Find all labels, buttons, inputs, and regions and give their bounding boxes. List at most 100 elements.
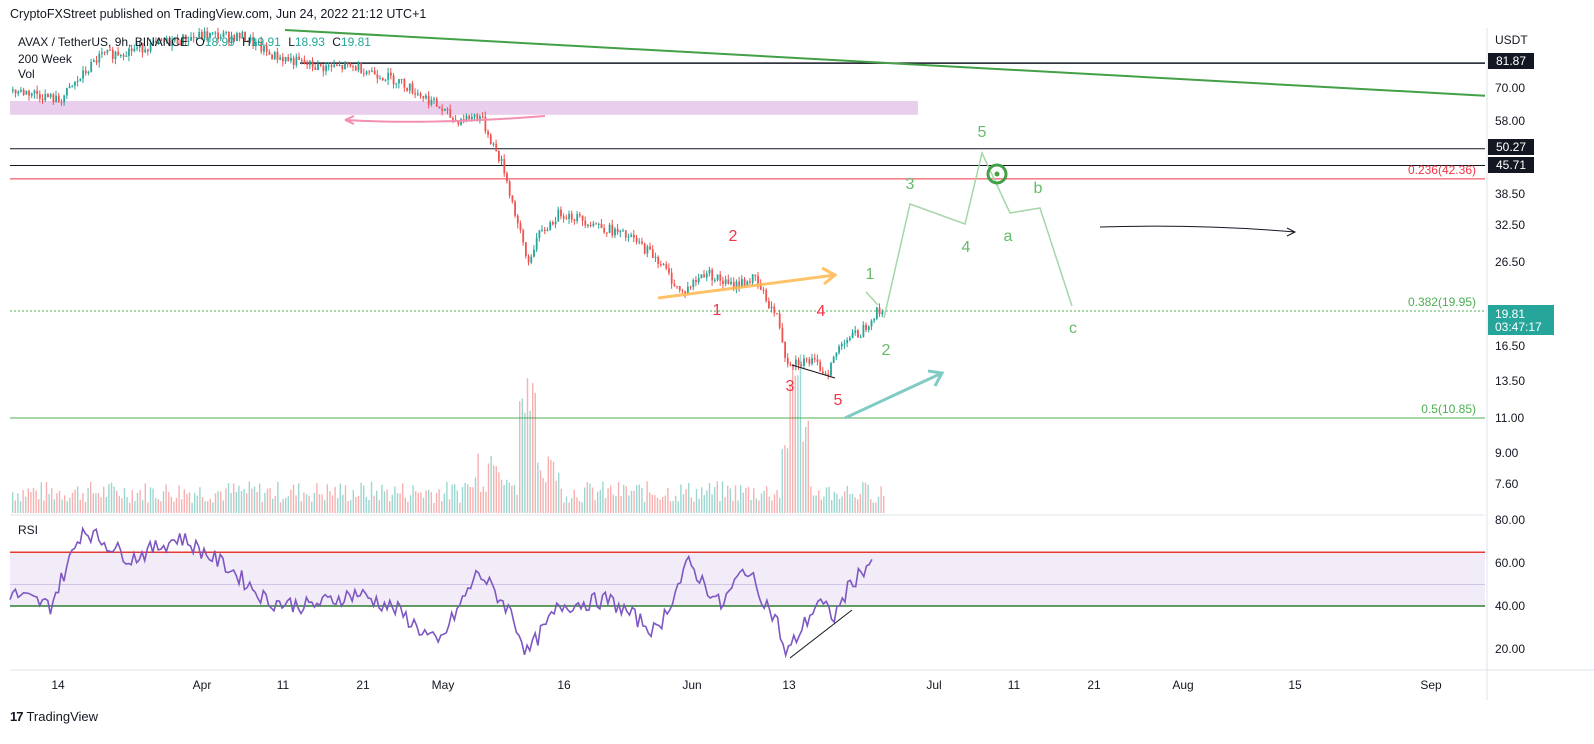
volume-bar	[599, 490, 601, 513]
candle-body	[549, 222, 552, 230]
volume-bar	[269, 488, 271, 513]
candle-body	[306, 63, 309, 65]
candle-body	[117, 51, 120, 56]
volume-bar	[454, 484, 456, 513]
candle-body	[638, 241, 641, 243]
wave-label-red: 3	[786, 378, 795, 395]
candle-body	[392, 75, 395, 85]
volume-bar	[630, 490, 633, 513]
candle-body	[616, 228, 619, 233]
candle-body	[508, 181, 511, 196]
candle-body	[76, 80, 79, 82]
candle-body	[36, 90, 39, 95]
candle-body	[627, 236, 630, 238]
candle-body	[138, 43, 141, 48]
candle-body	[646, 246, 649, 254]
volume-bar	[131, 490, 133, 513]
candle-body	[587, 224, 589, 226]
candle-body	[595, 223, 597, 225]
candle-body	[263, 45, 265, 52]
candle-body	[759, 283, 762, 290]
volume-bar	[698, 498, 700, 513]
candle-body	[57, 95, 60, 102]
volume-bar	[285, 497, 287, 513]
candle-body	[30, 93, 33, 96]
candle-body	[851, 332, 854, 338]
candle-body	[103, 52, 106, 54]
volume-bar	[66, 501, 68, 513]
volume-bar	[662, 496, 664, 513]
tradingview-footer[interactable]: 17 TradingView	[10, 709, 98, 724]
volume-bar	[773, 494, 776, 513]
volume-bar	[846, 485, 848, 513]
volume-bar	[456, 490, 458, 513]
candle-body	[778, 313, 781, 328]
volume-bar	[586, 482, 588, 513]
pink-arrow	[344, 115, 546, 125]
volume-bar	[225, 488, 227, 513]
volume-bar	[836, 493, 838, 513]
volume-bar	[508, 482, 510, 513]
price-tick-label: 11.00	[1495, 411, 1524, 425]
fib-level-label: 0.382(19.95)	[1408, 295, 1476, 309]
candle-body	[533, 249, 535, 257]
volume-bar	[170, 496, 172, 513]
candle-body	[489, 134, 492, 145]
volume-bar	[19, 501, 22, 513]
volume-bar	[17, 493, 19, 513]
candle-body	[643, 243, 646, 254]
candle-body	[95, 60, 98, 63]
candle-body	[840, 343, 843, 347]
candle-body	[668, 268, 670, 273]
volume-bar	[667, 487, 669, 513]
volume-bar	[771, 500, 773, 513]
candle-body	[195, 37, 198, 39]
price-tick-label: 32.50	[1495, 218, 1525, 232]
volume-bar	[490, 456, 492, 513]
candle-body	[338, 65, 341, 67]
candle-body	[435, 98, 438, 107]
candle-body	[122, 54, 125, 57]
volume-bar	[607, 488, 609, 513]
volume-bar	[659, 499, 661, 513]
volume-bar	[87, 488, 89, 513]
volume-bar	[646, 481, 648, 513]
candle-body	[503, 159, 506, 174]
volume-bar	[222, 500, 224, 513]
drawing-layer: 2 1 4 3 5 5 3 4 1 2 b a c	[284, 29, 1486, 420]
candle-body	[214, 32, 217, 34]
candle-body	[600, 223, 603, 228]
volume-bar	[61, 499, 63, 513]
volume-bar	[277, 481, 279, 513]
candle-body	[813, 358, 816, 360]
candle-body	[55, 95, 57, 103]
volume-bar	[139, 490, 141, 513]
volume-bar	[407, 501, 409, 513]
candle-body	[608, 224, 611, 233]
candle-body	[203, 31, 206, 39]
volume-bar	[537, 462, 539, 513]
price-tick-label: 16.50	[1495, 339, 1525, 353]
volume-bar	[594, 500, 596, 513]
volume-bar	[690, 497, 692, 513]
candle-body	[130, 48, 133, 52]
candle-body	[765, 289, 768, 301]
candle-body	[859, 336, 862, 338]
candle-body	[514, 201, 516, 216]
candle-body	[562, 216, 565, 219]
candle-body	[527, 256, 530, 263]
ma-legend: 200 Week	[18, 52, 73, 66]
black-arrow	[1099, 225, 1297, 237]
volume-bar	[105, 497, 107, 513]
volume-bar	[812, 495, 815, 513]
candle-body	[697, 278, 700, 282]
volume-bar	[755, 498, 757, 513]
target-dot-icon	[994, 171, 1000, 177]
volume-bar	[851, 493, 854, 513]
candle-body	[165, 38, 168, 42]
volume-bar	[760, 493, 763, 513]
candle-body	[101, 52, 103, 54]
volume-bar	[638, 484, 640, 513]
volume-bar	[308, 495, 310, 513]
